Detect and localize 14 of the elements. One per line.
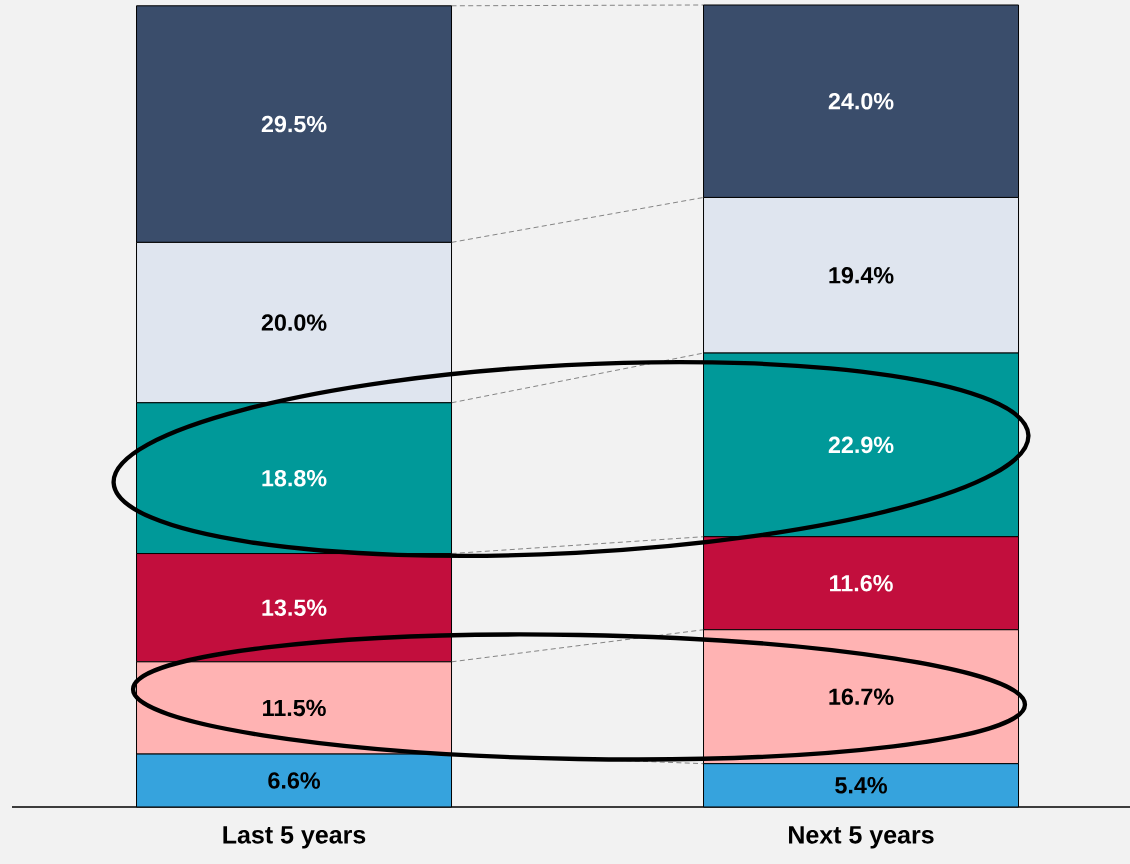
x-tick-label: Next 5 years [789,826,934,849]
data-label: 24.0% [828,92,894,110]
data-label: 20.0% [261,314,327,331]
data-label: 22.9% [828,436,894,454]
data-label: 5.4% [835,777,887,794]
data-label: 29.5% [261,115,327,133]
data-label: 19.4% [829,266,894,284]
data-label: 16.7% [829,688,894,705]
x-tick-label: Last 5 years [223,826,366,849]
data-label: 18.8% [262,469,327,487]
data-label: 11.6% [830,574,893,592]
data-label: 11.5% [263,699,326,717]
data-label: 13.5% [262,599,327,616]
data-label: 6.6% [268,772,320,789]
